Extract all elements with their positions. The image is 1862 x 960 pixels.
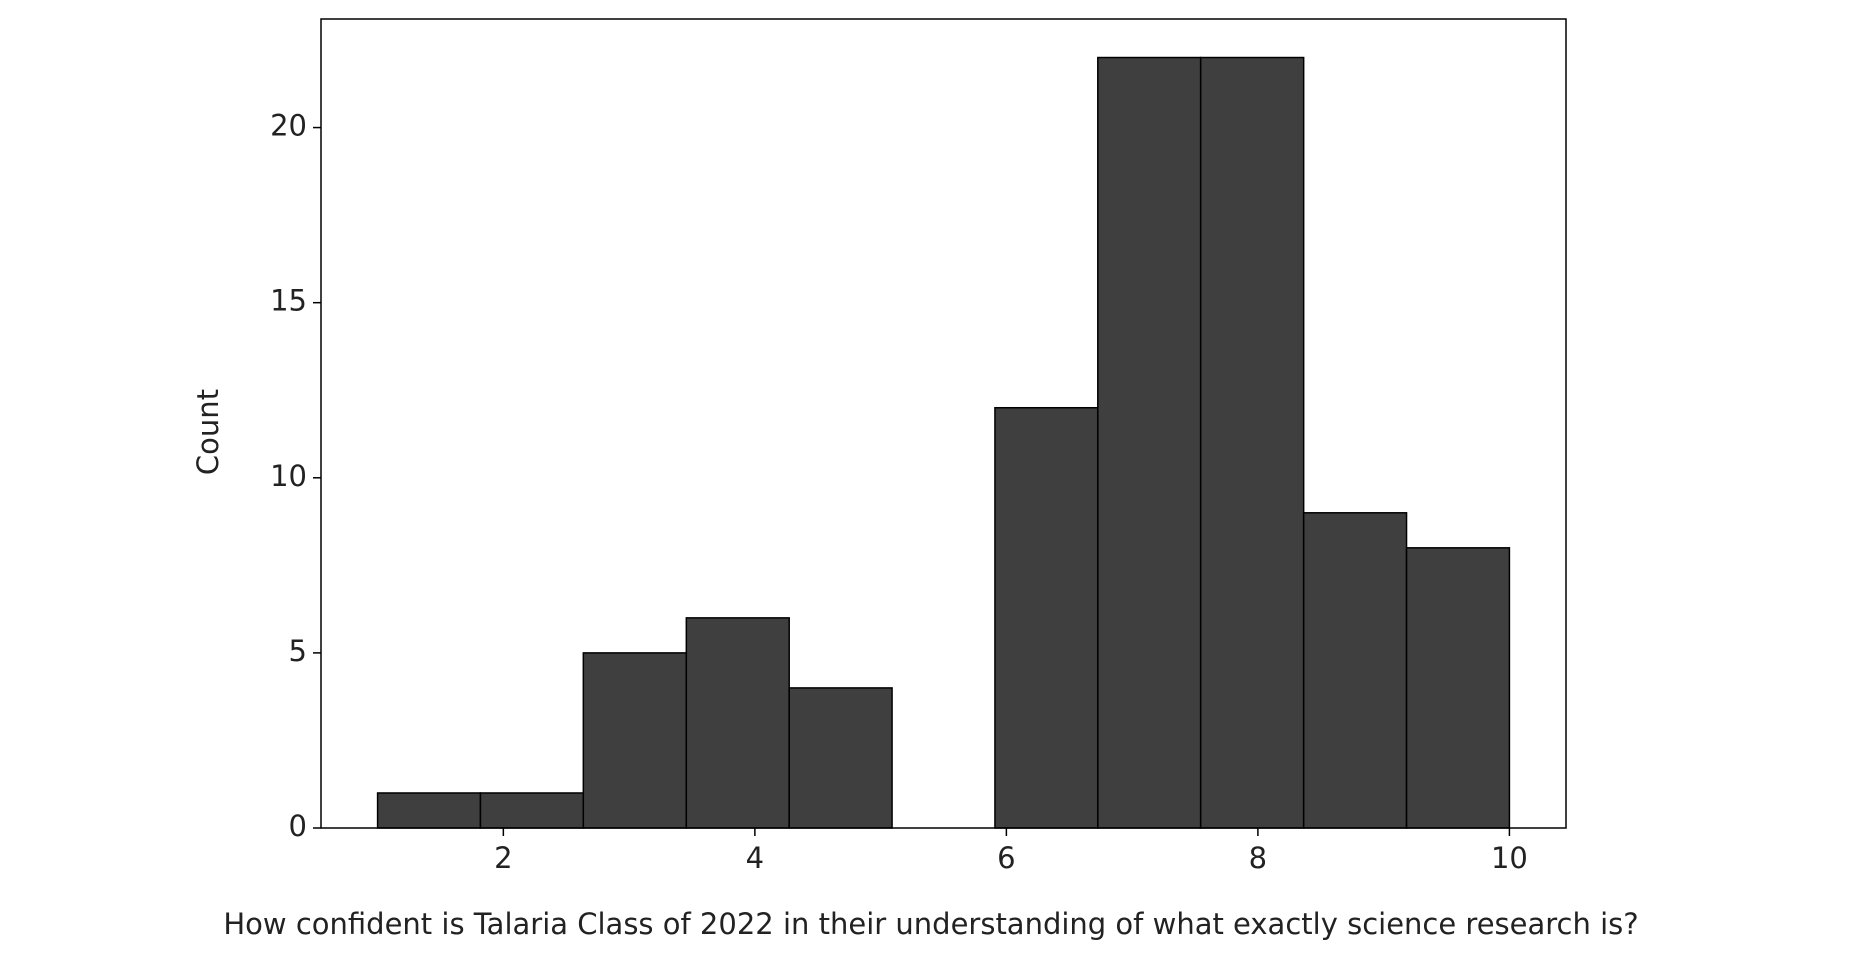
x-tick-label: 6 <box>997 841 1015 875</box>
bar <box>788 687 893 829</box>
y-tick-label: 5 <box>289 634 307 668</box>
y-axis-label: Count <box>191 389 225 475</box>
bar <box>685 617 790 829</box>
bar <box>479 792 585 829</box>
x-tick-label: 4 <box>746 841 764 875</box>
bar <box>1097 56 1202 829</box>
bar <box>376 792 482 829</box>
plot-frame <box>320 18 1567 829</box>
bar <box>1199 56 1305 829</box>
x-axis-label: How confident is Talaria Class of 2022 i… <box>223 907 1638 941</box>
x-tick-label: 2 <box>494 841 512 875</box>
bar <box>1302 512 1408 829</box>
x-tick-label: 8 <box>1249 841 1267 875</box>
bar <box>994 406 1099 829</box>
bar <box>582 652 688 829</box>
y-tick-label: 15 <box>270 284 307 318</box>
y-tick-label: 20 <box>270 109 307 143</box>
y-tick-label: 0 <box>289 809 307 843</box>
y-tick-label: 10 <box>270 459 307 493</box>
x-tick-label: 10 <box>1491 841 1528 875</box>
bar <box>1405 547 1511 829</box>
